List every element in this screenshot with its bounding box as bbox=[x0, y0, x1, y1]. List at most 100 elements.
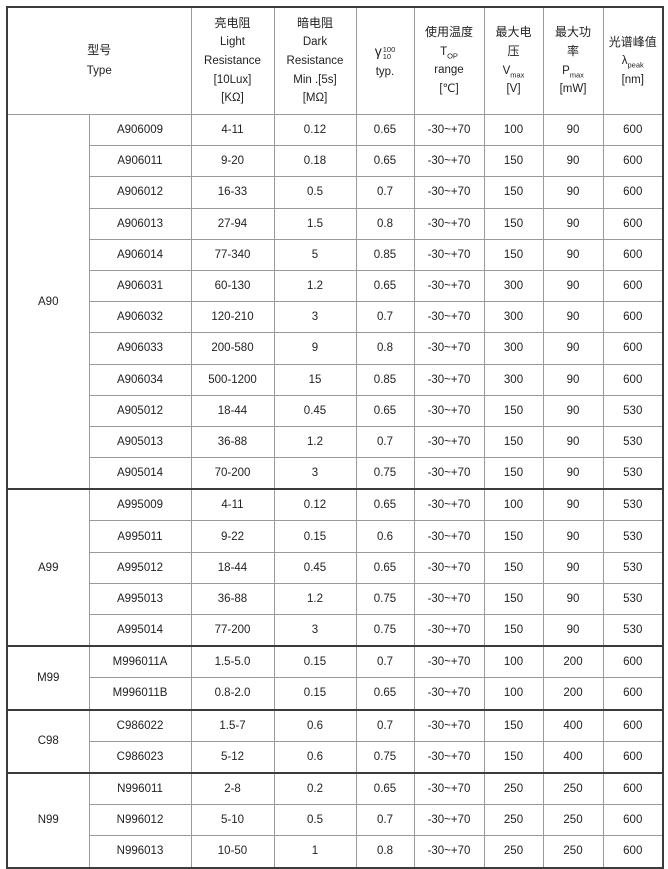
cell-pmax: 200 bbox=[542, 645, 604, 679]
cell-lambda: 600 bbox=[602, 301, 664, 334]
cell-type: A995013 bbox=[88, 582, 192, 616]
cell-gamma: 0.85 bbox=[355, 238, 415, 271]
cell-light: 200-580 bbox=[190, 332, 275, 365]
cell-gamma: 0.7 bbox=[355, 645, 415, 679]
cell-light: 4-11 bbox=[190, 113, 275, 147]
cell-pmax: 90 bbox=[542, 425, 604, 459]
cell-lambda: 530 bbox=[602, 457, 664, 490]
cell-type: A906011 bbox=[88, 145, 192, 178]
header-light-unit: [KΩ] bbox=[221, 92, 244, 105]
cell-lambda: 600 bbox=[602, 176, 664, 209]
header-temp-cn: 使用温度 bbox=[424, 25, 473, 40]
header-temperature: 使用温度 TOP range [℃] bbox=[413, 6, 485, 115]
cell-gamma: 0.75 bbox=[355, 740, 415, 774]
header-light-cond: [10Lux] bbox=[213, 73, 252, 86]
cell-light: 77-200 bbox=[190, 614, 275, 647]
cell-gamma: 0.8 bbox=[355, 332, 415, 365]
header-pmax-cn1: 最大功 bbox=[554, 24, 591, 39]
cell-type: C986022 bbox=[88, 708, 192, 742]
cell-lambda: 600 bbox=[602, 835, 664, 868]
cell-vmax: 250 bbox=[483, 835, 544, 868]
cell-vmax: 150 bbox=[483, 457, 544, 490]
cell-pmax: 250 bbox=[542, 804, 604, 837]
cell-temp: -30~+70 bbox=[413, 363, 485, 396]
cell-lambda: 530 bbox=[602, 614, 664, 647]
cell-light: 4-11 bbox=[190, 488, 275, 522]
header-lambda-peak: 光谱峰值 λpeak [nm] bbox=[602, 6, 664, 115]
cell-temp: -30~+70 bbox=[413, 771, 485, 806]
cell-dark: 0.5 bbox=[273, 804, 357, 837]
cell-type: A905012 bbox=[88, 394, 192, 427]
cell-lambda: 600 bbox=[602, 677, 664, 711]
cell-pmax: 90 bbox=[542, 488, 604, 522]
header-type-en: Type bbox=[86, 65, 112, 78]
header-temp-range: range bbox=[434, 64, 464, 77]
cell-gamma: 0.65 bbox=[355, 269, 415, 303]
table-row: A906032 120-210 3 0.7 -30~+70 300 90 600 bbox=[7, 301, 664, 334]
cell-dark: 0.15 bbox=[273, 520, 357, 553]
cell-temp: -30~+70 bbox=[413, 645, 485, 679]
cell-gamma: 0.65 bbox=[355, 394, 415, 427]
cell-vmax: 150 bbox=[483, 425, 544, 459]
table-header: 型号 Type 亮电阻 Light Resistance [10Lux] [KΩ… bbox=[6, 6, 664, 115]
cell-temp: -30~+70 bbox=[413, 238, 485, 271]
cell-vmax: 150 bbox=[483, 207, 544, 240]
cell-type: M996011A bbox=[88, 645, 192, 679]
table-row: A905013 36-88 1.2 0.7 -30~+70 150 90 530 bbox=[7, 425, 664, 459]
cell-temp: -30~+70 bbox=[413, 207, 485, 240]
table-row: A906011 9-20 0.18 0.65 -30~+70 150 90 600 bbox=[7, 145, 664, 178]
table-row: A906012 16-33 0.5 0.7 -30~+70 150 90 600 bbox=[7, 176, 664, 209]
cell-temp: -30~+70 bbox=[413, 301, 485, 334]
cell-pmax: 90 bbox=[542, 176, 604, 209]
cell-light: 1.5-7 bbox=[190, 708, 275, 742]
group-label-a99: A99 bbox=[6, 488, 90, 647]
cell-temp: -30~+70 bbox=[413, 394, 485, 427]
header-gamma: γ 100 10 typ. bbox=[355, 6, 415, 115]
cell-temp: -30~+70 bbox=[413, 582, 485, 616]
header-light-resistance: 亮电阻 Light Resistance [10Lux] [KΩ] bbox=[190, 6, 275, 115]
header-vmax-unit: [V] bbox=[506, 83, 521, 96]
cell-type: A906009 bbox=[88, 113, 192, 147]
cell-light: 1.5-5.0 bbox=[190, 645, 275, 679]
cell-lambda: 600 bbox=[602, 771, 664, 806]
cell-dark: 1.5 bbox=[273, 207, 357, 240]
table-row: A906033 200-580 9 0.8 -30~+70 300 90 600 bbox=[7, 332, 664, 365]
cell-light: 60-130 bbox=[190, 269, 275, 303]
cell-type: A906032 bbox=[88, 301, 192, 334]
cell-type: A995012 bbox=[88, 551, 192, 584]
cell-light: 77-340 bbox=[190, 238, 275, 271]
cell-type: A995009 bbox=[88, 488, 192, 522]
table-row: A906034 500-1200 15 0.85 -30~+70 300 90 600 bbox=[7, 363, 664, 396]
cell-type: A906012 bbox=[88, 176, 192, 209]
group-label-m99: M99 bbox=[6, 645, 90, 711]
cell-pmax: 90 bbox=[542, 551, 604, 584]
cell-type: N996013 bbox=[88, 835, 192, 868]
cell-lambda: 530 bbox=[602, 488, 664, 522]
cell-light: 70-200 bbox=[190, 457, 275, 490]
cell-pmax: 90 bbox=[542, 394, 604, 427]
cell-type: N996012 bbox=[88, 804, 192, 837]
cell-dark: 1.2 bbox=[273, 425, 357, 459]
cell-gamma: 0.7 bbox=[355, 425, 415, 459]
cell-type: A905013 bbox=[88, 425, 192, 459]
header-dark-l2: Resistance bbox=[286, 55, 344, 68]
header-pmax-cn2: 率 bbox=[566, 44, 579, 59]
cell-lambda: 600 bbox=[602, 113, 664, 147]
cell-temp: -30~+70 bbox=[413, 520, 485, 553]
cell-temp: -30~+70 bbox=[413, 740, 485, 774]
header-vmax-symbol: V bbox=[502, 64, 511, 77]
cell-light: 36-88 bbox=[190, 425, 275, 459]
cell-pmax: 90 bbox=[542, 145, 604, 178]
cell-vmax: 150 bbox=[483, 582, 544, 616]
cell-dark: 0.6 bbox=[273, 740, 357, 774]
cell-dark: 5 bbox=[273, 238, 357, 271]
cell-vmax: 150 bbox=[483, 520, 544, 553]
cell-pmax: 400 bbox=[542, 708, 604, 742]
cell-light: 9-22 bbox=[190, 520, 275, 553]
cell-dark: 0.15 bbox=[273, 645, 357, 679]
cell-dark: 3 bbox=[273, 457, 357, 490]
table-row: N996013 10-50 1 0.8 -30~+70 250 250 600 bbox=[7, 835, 664, 868]
cell-pmax: 90 bbox=[542, 332, 604, 365]
cell-temp: -30~+70 bbox=[413, 176, 485, 209]
cell-gamma: 0.8 bbox=[355, 207, 415, 240]
